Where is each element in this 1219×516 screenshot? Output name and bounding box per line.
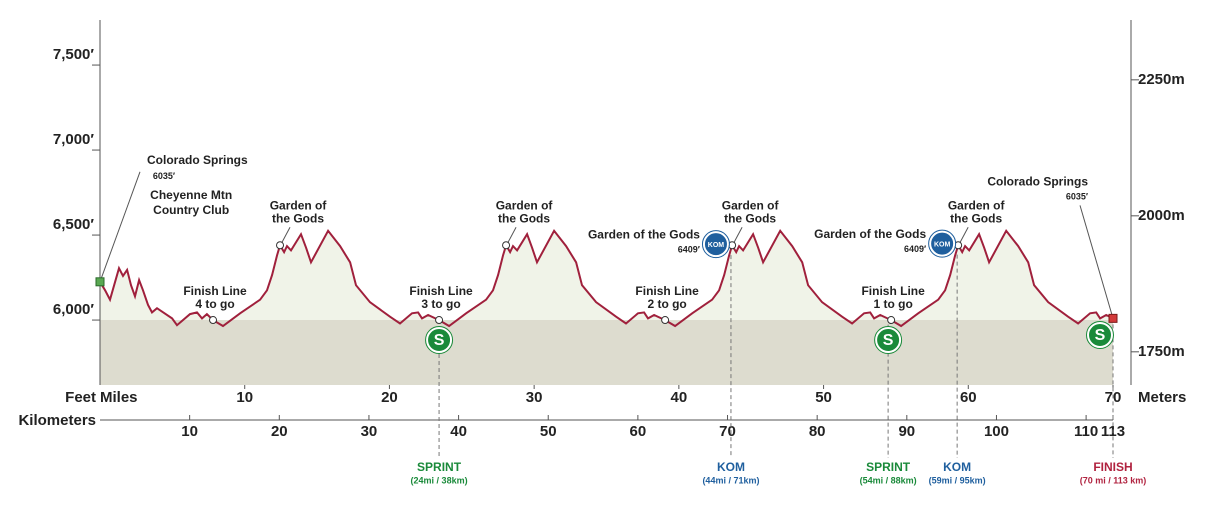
marker-sub: (59mi / 95km) (929, 475, 986, 485)
x2-tick-label: 90 (898, 423, 915, 440)
x-tick-label: 10 (236, 389, 253, 406)
y2-axis-label: Meters (1138, 389, 1186, 406)
icon-badge (929, 230, 956, 257)
annotation-text: 6409′ (678, 245, 700, 255)
marker-label: KOM (717, 460, 745, 474)
x2-tick-label: 20 (271, 423, 288, 440)
elevation-area (100, 230, 1113, 326)
icon-text: S (883, 332, 894, 349)
icon-ring (928, 229, 957, 258)
icon-ring (425, 326, 454, 354)
end-marker (1108, 313, 1118, 323)
marker-label: KOM (943, 460, 971, 474)
elevation-line (99, 228, 1114, 328)
annotation-text: Garden of the Gods (588, 227, 700, 241)
annotation-text: 3 to go (421, 297, 460, 311)
y2-tick-label: 2250m (1138, 71, 1185, 88)
leader (507, 227, 517, 243)
x2-tick-label: 110 (1074, 423, 1098, 440)
annotation-text: Garden of (722, 198, 780, 212)
marker-label: SPRINT (417, 460, 462, 474)
leader (281, 227, 291, 243)
icon-text: S (434, 332, 445, 349)
x2-tick-label: 10 (181, 423, 198, 440)
icon-ring (874, 326, 903, 354)
marker-sub: (70 mi / 113 km) (1080, 475, 1147, 485)
annotation-text: Garden of (496, 198, 554, 212)
y-tick-label: 7,500′ (53, 46, 95, 63)
annotation-text: the Gods (950, 211, 1002, 225)
icon-text: KOM (934, 242, 951, 249)
x-tick-label: 30 (526, 389, 543, 406)
y-tick-label: 6,000′ (53, 301, 95, 318)
annotation-text: Country Club (153, 203, 229, 217)
point-marker (661, 316, 670, 325)
point-marker (276, 241, 285, 250)
icon-ring (701, 230, 730, 259)
start-marker (95, 277, 105, 287)
marker-sub: (44mi / 71km) (702, 475, 759, 485)
x2-tick-label: 80 (809, 423, 826, 440)
base-band-overlay (100, 320, 1113, 385)
point-marker (502, 241, 511, 250)
marker-label: SPRINT (866, 460, 911, 474)
icon-text: S (1095, 327, 1106, 344)
y2-tick-label: 2000m (1138, 207, 1185, 224)
x2-tick-label: 50 (540, 423, 557, 440)
annotation-text: the Gods (498, 211, 550, 225)
x2-tick-label: 100 (984, 423, 1009, 440)
icon-badge (1087, 322, 1113, 348)
icon-badge (426, 327, 453, 353)
annotation-text: the Gods (724, 211, 776, 225)
marker-sub: (24mi / 38km) (411, 475, 468, 485)
y-tick-label: 7,000′ (53, 131, 95, 148)
leader (959, 227, 969, 243)
x2-tick-label: 70 (719, 423, 736, 440)
point-marker (209, 316, 218, 325)
x-tick-label: 20 (381, 389, 398, 406)
annotation-text: Colorado Springs (147, 153, 248, 167)
y-axis-label: Feet (65, 389, 96, 406)
annotation-text: Colorado Springs (987, 175, 1088, 189)
y2-tick-label: 1750m (1138, 343, 1185, 360)
icon-badge (702, 231, 729, 258)
x-axis-label: Miles (100, 389, 138, 406)
annotation-text: Finish Line (183, 284, 247, 298)
x2-tick-label: 40 (450, 423, 467, 440)
annotation-text: Finish Line (861, 284, 925, 298)
x-tick-label: 50 (815, 389, 832, 406)
annotation-text: 6035′ (1066, 192, 1088, 202)
annotation-text: 2 to go (647, 297, 686, 311)
annotation-text: the Gods (272, 211, 324, 225)
icon-badge (875, 327, 902, 353)
annotation-text: Cheyenne Mtn (150, 188, 232, 202)
annotation-text: Garden of the Gods (814, 227, 926, 241)
annotation-text: Garden of (948, 198, 1006, 212)
point-marker (887, 316, 896, 325)
icon-text: KOM (708, 242, 725, 249)
annotation-text: Finish Line (635, 284, 699, 298)
leader (1079, 205, 1114, 319)
x-tick-label: 40 (671, 389, 688, 406)
x-tick-label: 60 (960, 389, 977, 406)
annotation-text: 6035′ (153, 171, 175, 181)
point-marker (435, 316, 444, 325)
annotation-text: 4 to go (195, 297, 234, 311)
x2-axis-label: Kilometers (18, 412, 96, 429)
x2-tick-label: 60 (630, 423, 647, 440)
x2-tick-label: 30 (361, 423, 378, 440)
leader (733, 227, 743, 243)
marker-sub: (54mi / 88km) (860, 475, 917, 485)
annotation-text: 6409′ (904, 244, 926, 254)
annotation-text: Garden of (270, 198, 328, 212)
annotation-text: 1 to go (873, 297, 912, 311)
marker-label: FINISH (1093, 460, 1132, 474)
icon-ring (1086, 321, 1114, 349)
y-tick-label: 6,500′ (53, 216, 95, 233)
annotation-text: Finish Line (409, 284, 473, 298)
leader (99, 171, 141, 282)
